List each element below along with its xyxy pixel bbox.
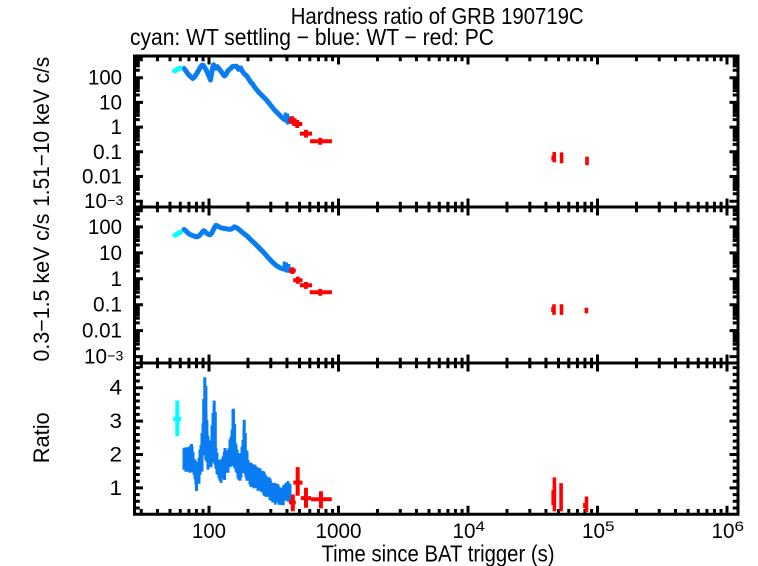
svg-text:1: 1 (110, 476, 123, 500)
svg-text:10: 10 (99, 90, 122, 114)
svg-text:0.3−1.5 keV c/s: 0.3−1.5 keV c/s (29, 214, 54, 362)
svg-text:2: 2 (110, 443, 123, 467)
svg-text:10: 10 (712, 519, 735, 543)
svg-text:10: 10 (99, 241, 122, 265)
svg-text:4: 4 (476, 518, 486, 534)
svg-text:10: 10 (453, 519, 476, 543)
svg-text:10: 10 (582, 519, 605, 543)
svg-text:100: 100 (88, 66, 122, 90)
svg-text:Ratio: Ratio (29, 412, 54, 463)
svg-text:3: 3 (110, 409, 123, 433)
svg-text:−3: −3 (107, 192, 123, 208)
svg-text:−3: −3 (107, 348, 123, 364)
svg-text:5: 5 (605, 518, 615, 534)
svg-text:1000: 1000 (316, 519, 362, 543)
svg-text:0.01: 0.01 (82, 319, 122, 343)
svg-text:Time since BAT trigger (s): Time since BAT trigger (s) (322, 541, 555, 566)
svg-text:cyan: WT settling − blue: WT −: cyan: WT settling − blue: WT − red: PC (130, 24, 494, 50)
svg-text:1.51−10 keV c/s: 1.51−10 keV c/s (29, 57, 54, 207)
svg-text:100: 100 (88, 215, 122, 239)
svg-text:1: 1 (111, 115, 123, 139)
svg-text:0.1: 0.1 (93, 293, 122, 317)
svg-text:10: 10 (84, 345, 107, 369)
svg-text:0.1: 0.1 (93, 140, 122, 164)
svg-text:0.01: 0.01 (82, 165, 122, 189)
svg-text:4: 4 (110, 376, 123, 400)
svg-text:1: 1 (111, 267, 123, 291)
svg-text:Hardness ratio of GRB 190719C: Hardness ratio of GRB 190719C (291, 3, 584, 29)
svg-text:100: 100 (192, 519, 226, 543)
svg-text:6: 6 (735, 518, 745, 534)
svg-text:10: 10 (84, 189, 107, 213)
